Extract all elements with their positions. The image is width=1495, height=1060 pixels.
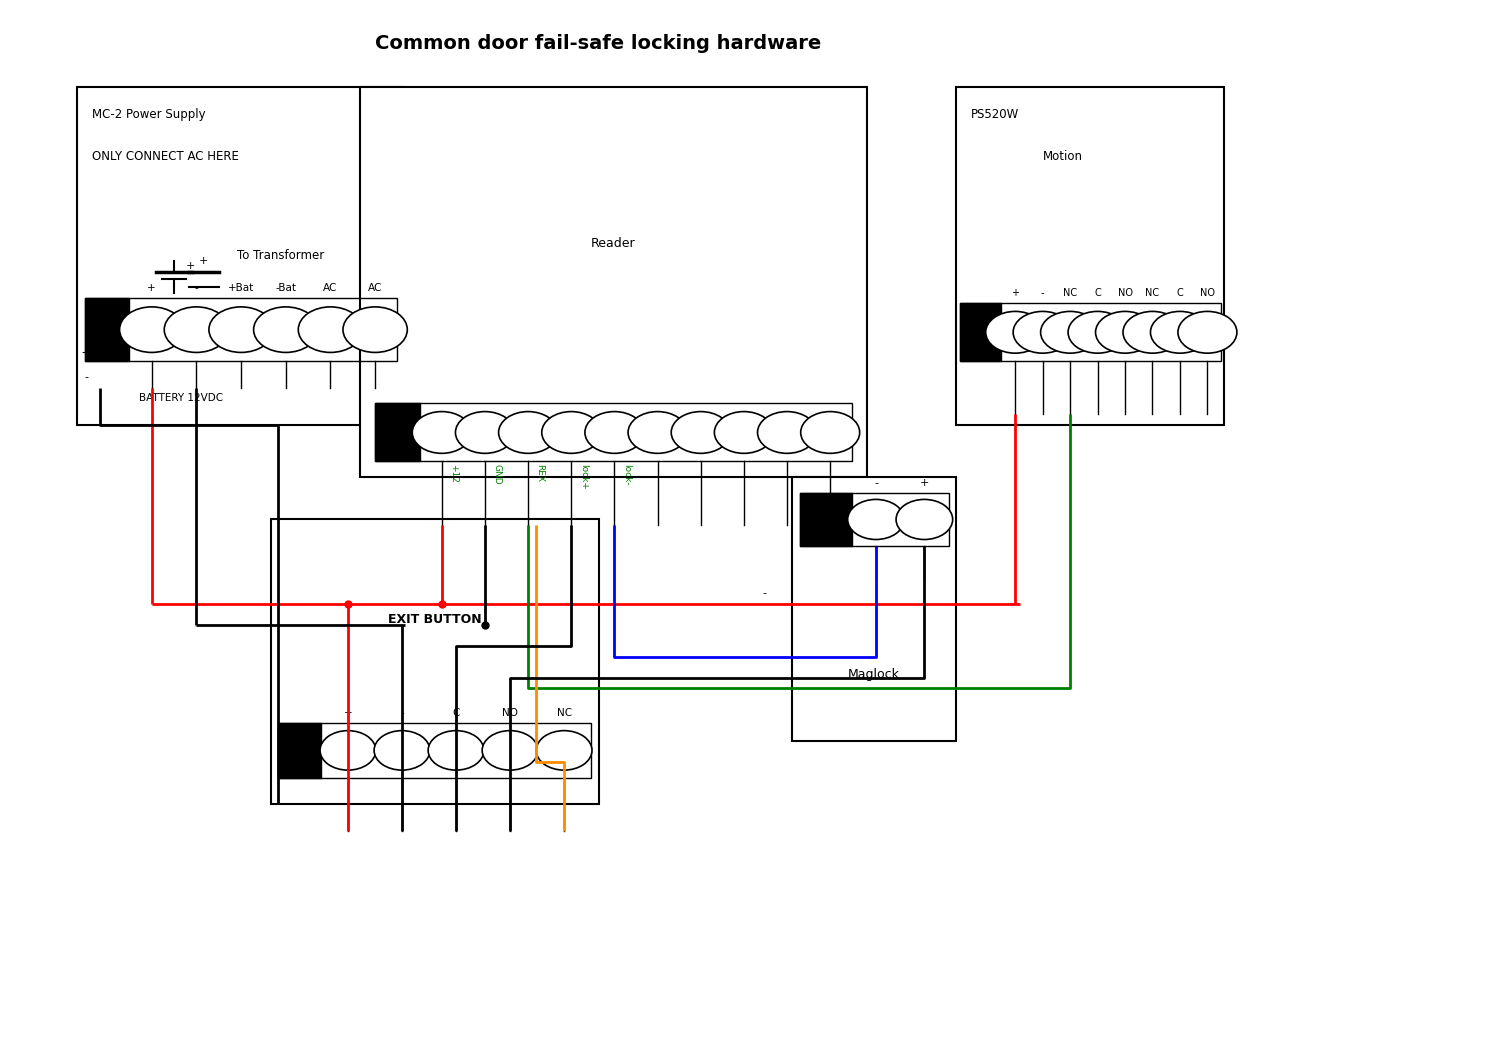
Circle shape xyxy=(585,411,644,454)
Circle shape xyxy=(299,307,363,352)
Circle shape xyxy=(1151,312,1209,353)
Text: +Bat: +Bat xyxy=(227,283,254,293)
Bar xyxy=(792,477,955,741)
Circle shape xyxy=(537,730,592,771)
Text: +: + xyxy=(919,478,928,488)
Text: BATTERY 12VDC: BATTERY 12VDC xyxy=(139,393,224,404)
Circle shape xyxy=(896,499,952,540)
Bar xyxy=(360,87,867,477)
Text: +: + xyxy=(1011,288,1020,298)
Circle shape xyxy=(848,499,904,540)
Text: NO: NO xyxy=(1200,288,1215,298)
Text: -: - xyxy=(401,708,404,718)
Text: ONLY CONNECT AC HERE: ONLY CONNECT AC HERE xyxy=(93,151,239,163)
Circle shape xyxy=(1123,312,1183,353)
Bar xyxy=(278,723,321,778)
Text: +: + xyxy=(185,262,196,271)
Circle shape xyxy=(1067,312,1127,353)
Circle shape xyxy=(342,307,407,352)
Text: -: - xyxy=(1041,288,1045,298)
Circle shape xyxy=(483,730,538,771)
Text: Common door fail-safe locking hardware: Common door fail-safe locking hardware xyxy=(375,34,822,53)
Text: EXIT BUTTON: EXIT BUTTON xyxy=(387,613,481,625)
Text: lock+: lock+ xyxy=(579,463,588,490)
Text: +: + xyxy=(344,708,353,718)
Circle shape xyxy=(758,411,816,454)
Circle shape xyxy=(985,312,1045,353)
Text: -Bat: -Bat xyxy=(275,283,296,293)
Text: +: + xyxy=(148,283,155,293)
Bar xyxy=(85,298,398,361)
Circle shape xyxy=(456,411,514,454)
Circle shape xyxy=(1178,312,1236,353)
Text: +: + xyxy=(199,257,208,266)
Circle shape xyxy=(628,411,688,454)
Text: AC: AC xyxy=(368,283,383,293)
Text: -: - xyxy=(194,283,199,293)
Circle shape xyxy=(801,411,860,454)
Circle shape xyxy=(1014,312,1072,353)
Bar xyxy=(85,298,130,361)
Bar xyxy=(800,493,852,546)
Text: AC: AC xyxy=(323,283,338,293)
Circle shape xyxy=(374,730,431,771)
Text: PS520W: PS520W xyxy=(970,108,1020,121)
Circle shape xyxy=(254,307,318,352)
Text: +12: +12 xyxy=(448,463,459,482)
Circle shape xyxy=(209,307,274,352)
Circle shape xyxy=(1041,312,1100,353)
Circle shape xyxy=(671,411,730,454)
Bar xyxy=(955,87,1224,425)
Circle shape xyxy=(413,411,471,454)
Text: REX: REX xyxy=(535,463,544,481)
Text: NO: NO xyxy=(1118,288,1133,298)
Text: -: - xyxy=(875,478,878,488)
Text: C: C xyxy=(1094,288,1100,298)
Text: Maglock: Maglock xyxy=(848,669,900,682)
Bar xyxy=(375,404,420,461)
Text: -: - xyxy=(85,372,88,382)
Circle shape xyxy=(320,730,375,771)
Bar xyxy=(375,404,852,461)
Circle shape xyxy=(499,411,558,454)
Bar xyxy=(960,303,1002,361)
Circle shape xyxy=(120,307,184,352)
Circle shape xyxy=(715,411,773,454)
Text: -: - xyxy=(82,346,87,359)
Text: lock-: lock- xyxy=(622,463,631,485)
Text: GND: GND xyxy=(492,463,501,484)
Bar xyxy=(278,723,591,778)
Text: NO: NO xyxy=(502,708,519,718)
Text: NC: NC xyxy=(556,708,571,718)
Circle shape xyxy=(428,730,484,771)
Text: -: - xyxy=(762,588,767,598)
Circle shape xyxy=(541,411,601,454)
Circle shape xyxy=(1096,312,1154,353)
Text: C: C xyxy=(453,708,459,718)
Text: MC-2 Power Supply: MC-2 Power Supply xyxy=(93,108,206,121)
Text: Reader: Reader xyxy=(591,236,635,250)
Bar xyxy=(960,303,1221,361)
Bar xyxy=(78,87,405,425)
Text: NC: NC xyxy=(1145,288,1160,298)
Text: To Transformer: To Transformer xyxy=(236,249,324,262)
Bar xyxy=(800,493,948,546)
Bar xyxy=(271,519,598,805)
Text: C: C xyxy=(1177,288,1184,298)
Text: NC: NC xyxy=(1063,288,1078,298)
Circle shape xyxy=(164,307,229,352)
Text: Motion: Motion xyxy=(1044,151,1084,163)
